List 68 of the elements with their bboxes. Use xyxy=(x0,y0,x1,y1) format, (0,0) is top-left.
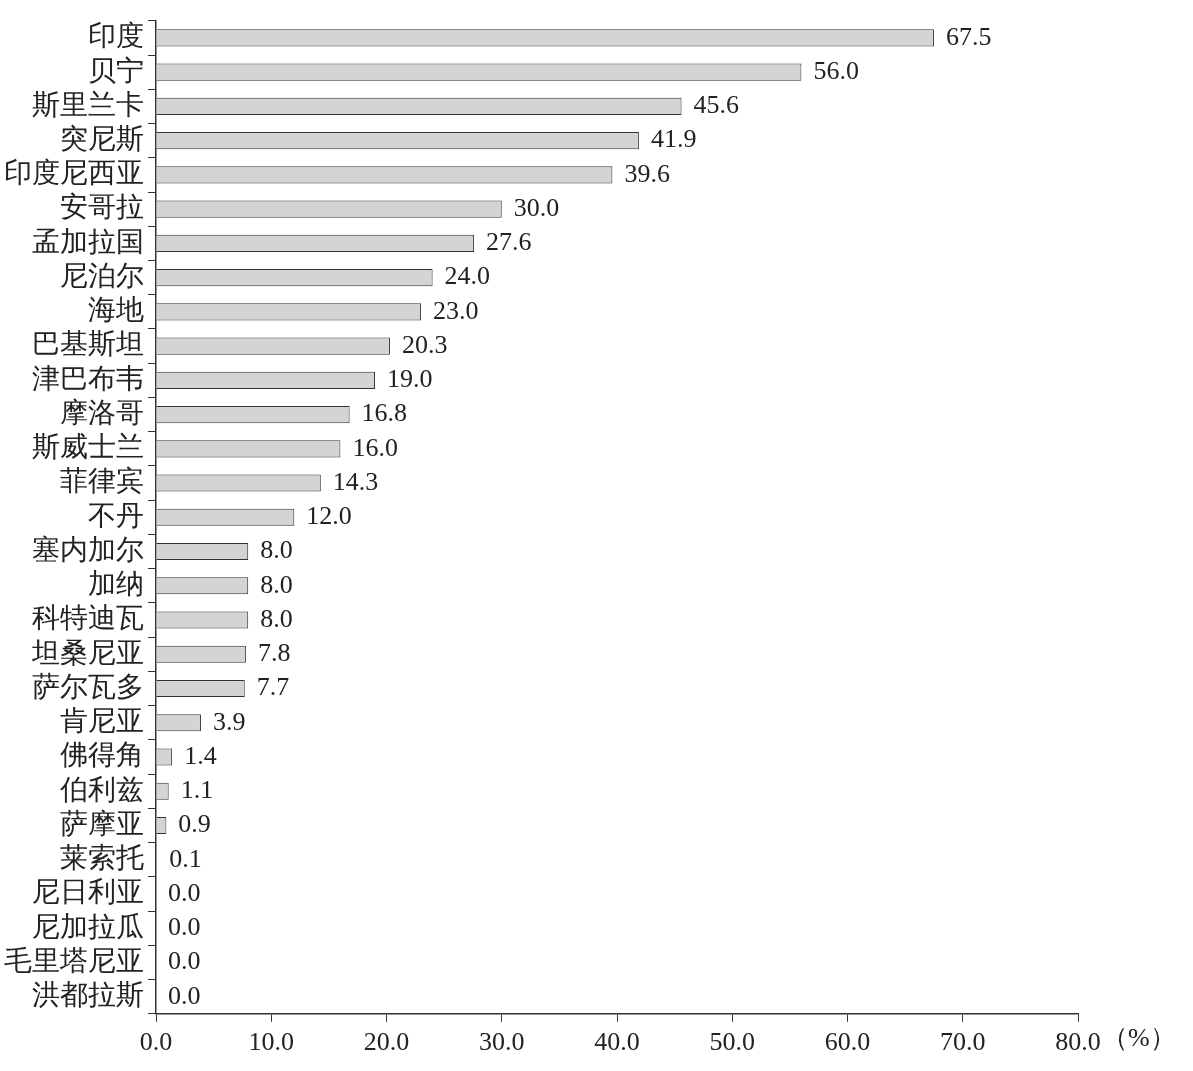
data-label: 8.0 xyxy=(260,603,293,633)
data-label: 19.0 xyxy=(386,364,433,394)
data-label: 0.0 xyxy=(168,877,201,907)
y-tick-label: 不丹 xyxy=(88,499,144,531)
x-axis-title: （%） xyxy=(1102,1022,1176,1052)
y-tick-label: 肯尼亚 xyxy=(60,705,144,737)
y-tick-label: 海地 xyxy=(88,294,144,326)
y-tick-label: 加纳 xyxy=(88,568,144,600)
x-tick-label: 80.0 xyxy=(1055,1027,1101,1057)
y-tick-label: 安哥拉 xyxy=(60,191,144,223)
data-label: 7.8 xyxy=(257,638,291,668)
y-tick-label: 印度尼西亚 xyxy=(4,157,144,189)
x-tick-label: 10.0 xyxy=(248,1027,294,1057)
x-tick-label: 60.0 xyxy=(824,1027,871,1057)
data-label: 39.6 xyxy=(624,158,670,188)
y-tick-label: 科特迪瓦 xyxy=(32,602,144,634)
data-label: 7.7 xyxy=(256,672,290,702)
x-tick-label: 30.0 xyxy=(479,1027,525,1057)
data-label: 41.9 xyxy=(650,124,697,154)
data-label: 16.8 xyxy=(361,398,408,428)
data-label: 0.0 xyxy=(168,946,201,976)
data-label: 3.9 xyxy=(212,706,246,736)
y-tick-label: 突尼斯 xyxy=(60,123,144,154)
y-tick-label: 萨摩亚 xyxy=(60,807,144,839)
data-label: 0.1 xyxy=(169,843,202,873)
data-label: 8.0 xyxy=(260,535,293,565)
data-label: 1.4 xyxy=(184,740,217,770)
data-label: 23.0 xyxy=(433,295,479,325)
y-tick-label: 尼加拉瓜 xyxy=(32,910,144,942)
y-tick-label: 伯利兹 xyxy=(59,773,144,805)
y-tick-label: 津巴布韦 xyxy=(32,362,144,394)
data-label: 56.0 xyxy=(813,55,859,85)
data-label: 0.0 xyxy=(168,912,201,942)
y-tick-label: 尼泊尔 xyxy=(60,259,144,291)
y-tick-label: 毛里塔尼亚 xyxy=(4,944,144,976)
y-tick-label: 萨尔瓦多 xyxy=(32,670,144,702)
data-label: 0.9 xyxy=(178,809,211,839)
y-tick-label: 尼日利亚 xyxy=(32,876,144,908)
y-tick-label: 孟加拉国 xyxy=(32,225,144,257)
y-tick-label: 菲律宾 xyxy=(60,465,144,497)
y-tick-label: 印度 xyxy=(88,20,144,52)
data-label: 27.6 xyxy=(486,227,532,257)
data-label: 8.0 xyxy=(260,569,293,599)
data-label: 14.3 xyxy=(332,466,379,496)
x-tick-label: 0.0 xyxy=(139,1027,173,1057)
y-tick-label: 塞内加尔 xyxy=(32,533,144,565)
x-tick-label: 40.0 xyxy=(594,1027,640,1057)
data-label: 45.6 xyxy=(693,90,740,120)
data-label: 12.0 xyxy=(306,501,352,531)
y-tick-label: 贝宁 xyxy=(88,54,144,86)
y-tick-label: 斯里兰卡 xyxy=(32,88,144,120)
data-label: 30.0 xyxy=(513,192,560,222)
data-label: 16.0 xyxy=(352,432,398,462)
y-tick-label: 坦桑尼亚 xyxy=(31,636,144,668)
y-tick-label: 莱索托 xyxy=(60,842,144,874)
data-label: 1.1 xyxy=(180,775,214,805)
y-tick-label: 洪都拉斯 xyxy=(32,979,144,1011)
data-label: 20.3 xyxy=(401,329,448,359)
x-tick-label: 70.0 xyxy=(940,1027,986,1057)
data-label: 0.0 xyxy=(168,980,201,1010)
data-label: 24.0 xyxy=(444,261,491,291)
x-tick-label: 50.0 xyxy=(709,1027,755,1057)
y-tick-label: 佛得角 xyxy=(60,739,144,771)
data-label: 67.5 xyxy=(945,21,992,51)
y-tick-label: 斯威士兰 xyxy=(32,431,144,463)
y-tick-label: 巴基斯坦 xyxy=(32,328,144,360)
x-tick-label: 20.0 xyxy=(363,1027,410,1057)
y-tick-label: 摩洛哥 xyxy=(60,396,144,428)
